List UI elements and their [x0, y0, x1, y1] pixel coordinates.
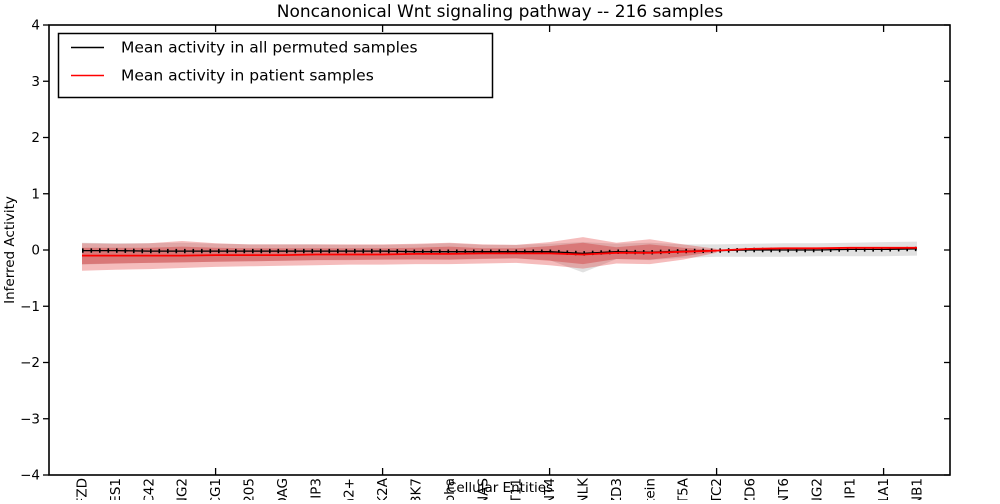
x-tick-label: WNT11 [509, 478, 525, 500]
x-tick-label: GNB1 [910, 478, 926, 500]
series-line-1 [82, 246, 917, 257]
x-tick-label: GNB1/GNG2 [175, 478, 191, 500]
x-tick-label: G protein [642, 478, 658, 500]
x-tick-label: mol:Ca2+ [342, 478, 358, 500]
x-tick-label: mol:IP3 [308, 478, 324, 500]
series-line-0 [82, 248, 918, 255]
x-tick-label: CDC42 [141, 478, 157, 500]
legend-box [57, 32, 494, 99]
tick-layer [43, 24, 950, 476]
y-tick-label: 4 [31, 18, 40, 34]
series-layer [82, 246, 918, 257]
y-tick-label: −3 [20, 411, 40, 427]
legend-label-permuted: Mean activity in all permuted samples [121, 39, 418, 57]
x-axis-label: Cellular Entities [447, 480, 553, 496]
x-tick-label: CAMK2A [375, 477, 391, 500]
x-tick-label: FZD3 [609, 478, 625, 500]
y-tick-label: −2 [20, 355, 40, 371]
x-tick-label: FZD6 [743, 478, 759, 500]
y-axis-label: Inferred Activity [2, 196, 18, 304]
x-tick-label: GNAS [475, 478, 491, 500]
y-tick-label: 3 [31, 74, 40, 90]
legend: Mean activity in all permuted samples Me… [57, 32, 494, 99]
x-tick-label: GO:0007205 [242, 478, 258, 500]
x-tick-label: CSNK1A1 [876, 478, 892, 500]
band-permuted-samples-range [82, 241, 917, 273]
x-tick-label: YES1 [108, 478, 124, 500]
x-tick-label: WNT6 [776, 478, 792, 500]
y-tick-label: 1 [31, 186, 40, 202]
y-tick-label: −4 [20, 468, 40, 484]
y-tick-labels: 4 3 2 1 0 −1 −2 −3 −4 [20, 18, 40, 484]
y-tick-label: 2 [31, 130, 40, 146]
y-tick-label: 0 [31, 243, 40, 259]
x-tick-label: NFAT1/CK1 alpha [442, 478, 458, 500]
chart-title: Noncanonical Wnt signaling pathway -- 21… [277, 2, 724, 22]
y-tick-label: −1 [20, 299, 40, 315]
x-tick-label: GNG2 [809, 478, 825, 500]
x-tick-label: WNT4 [542, 478, 558, 500]
legend-label-patient: Mean activity in patient samples [121, 67, 374, 85]
x-tick-label: MAP3K7 [409, 478, 425, 500]
x-tick-label: WNT5A [676, 477, 692, 500]
x-tick-label: PLCG1 [208, 478, 224, 500]
x-tick-label: mol:DAG [275, 478, 291, 500]
x-tick-label: NFATC2 [709, 478, 725, 500]
x-tick-label: NLK [576, 477, 592, 500]
x-tick-label: MAP3K7IP1 [843, 478, 859, 500]
